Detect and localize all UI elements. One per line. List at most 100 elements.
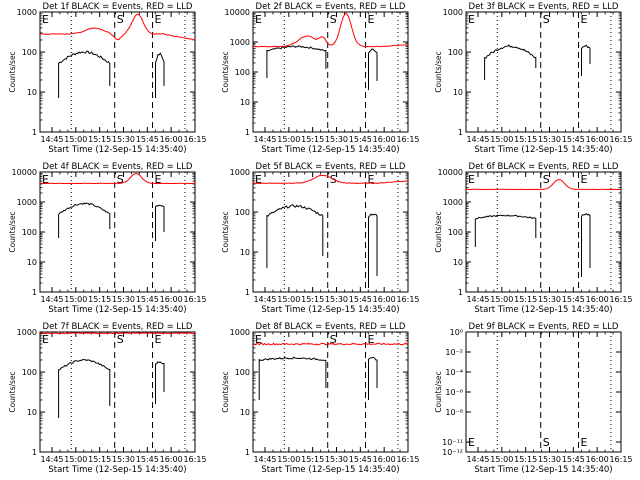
events-series-line bbox=[266, 45, 327, 78]
y-tick-label: 10 bbox=[240, 408, 250, 417]
x-tick-label: 15:45 bbox=[349, 135, 372, 144]
y-tick-label: 10 bbox=[27, 408, 37, 417]
y-axis-label: Counts/sec bbox=[434, 51, 443, 92]
x-tick-label: 14:45 bbox=[253, 295, 276, 304]
event-marker-label: S bbox=[543, 173, 550, 186]
x-axis-label: Start Time (12-Sep-15 14:35:40) bbox=[48, 145, 186, 155]
x-tick-label: 15:15 bbox=[301, 135, 324, 144]
lld-series-line bbox=[39, 173, 196, 185]
x-tick-label: 14:45 bbox=[466, 455, 489, 464]
event-marker-label: S bbox=[117, 13, 124, 26]
x-axis-label: Start Time (12-Sep-15 14:35:40) bbox=[48, 305, 186, 315]
x-tick-label: 16:15 bbox=[396, 135, 419, 144]
event-marker-label: E bbox=[255, 333, 262, 346]
events-series-line bbox=[258, 356, 327, 400]
lld-series-line bbox=[39, 13, 196, 41]
panel-det-8: Det 8f BLACK = Events, RED = LLD 1 10 100 10… bbox=[221, 322, 420, 475]
plot-frame bbox=[252, 171, 409, 293]
event-marker-label: E bbox=[581, 13, 588, 26]
panel-title: Det 1f BLACK = Events, RED = LLD bbox=[43, 2, 193, 12]
x-tick-label: 15:00 bbox=[490, 455, 513, 464]
x-tick-label: 16:15 bbox=[396, 295, 419, 304]
events-series-line bbox=[155, 361, 165, 404]
x-axis-label: Start Time (12-Sep-15 14:35:40) bbox=[261, 305, 399, 315]
events-series-line bbox=[155, 204, 165, 241]
y-tick-label: 10000 bbox=[225, 8, 250, 17]
events-series-line bbox=[368, 213, 378, 288]
plot-frame bbox=[252, 331, 409, 453]
x-tick-label: 15:15 bbox=[301, 295, 324, 304]
plot-frame bbox=[465, 171, 622, 293]
x-tick-label: 15:15 bbox=[88, 295, 111, 304]
x-tick-label: 14:45 bbox=[466, 295, 489, 304]
y-tick-label: 1000 bbox=[17, 198, 37, 207]
x-tick-label: 15:30 bbox=[538, 135, 561, 144]
y-tick-label: 10 bbox=[453, 258, 463, 267]
y-axis-label: Counts/sec bbox=[221, 51, 230, 92]
x-tick-label: 16:00 bbox=[373, 455, 396, 464]
panel-title: Det 6f BLACK = Events, RED = LLD bbox=[469, 162, 619, 172]
y-axis-label: Counts/sec bbox=[434, 371, 443, 412]
event-marker-label: E bbox=[255, 173, 262, 186]
y-tick-label: 1000 bbox=[443, 8, 463, 17]
panel-det-9: Det 9f BLACK = Events, RED = LLD10⁻¹²10⁻… bbox=[434, 322, 633, 475]
panel-title: Det 9f BLACK = Events, RED = LLD bbox=[469, 322, 619, 332]
x-tick-label: 16:15 bbox=[609, 295, 632, 304]
plot-frame bbox=[252, 11, 409, 133]
x-tick-label: 16:00 bbox=[586, 295, 609, 304]
y-tick-label: 10⁰ bbox=[450, 328, 463, 337]
y-tick-label: 1000 bbox=[230, 168, 250, 177]
x-tick-label: 16:00 bbox=[160, 455, 183, 464]
event-marker-label: S bbox=[543, 436, 550, 449]
x-tick-label: 15:45 bbox=[562, 135, 585, 144]
events-series-line bbox=[368, 48, 378, 90]
y-tick-label: 1 bbox=[245, 288, 250, 297]
panel-det-4: Det 4f BLACK = Events, RED = LLD 1 10 100 10… bbox=[8, 162, 207, 315]
event-marker-label: E bbox=[42, 333, 49, 346]
panel-title: Det 2f BLACK = Events, RED = LLD bbox=[256, 2, 406, 12]
y-tick-label: 100 bbox=[235, 208, 250, 217]
x-tick-label: 15:30 bbox=[325, 135, 348, 144]
event-marker-label: E bbox=[368, 13, 375, 26]
event-marker-label: E bbox=[255, 13, 262, 26]
x-tick-label: 14:45 bbox=[253, 135, 276, 144]
y-tick-label: 100 bbox=[448, 228, 463, 237]
y-tick-label: 10⁻¹¹ bbox=[442, 438, 463, 447]
x-tick-label: 14:45 bbox=[466, 135, 489, 144]
y-tick-label: 1 bbox=[32, 128, 37, 137]
x-tick-label: 15:30 bbox=[112, 135, 135, 144]
y-tick-label: 10 bbox=[27, 258, 37, 267]
x-tick-label: 15:45 bbox=[349, 295, 372, 304]
x-tick-label: 16:00 bbox=[586, 455, 609, 464]
plot-frame bbox=[39, 171, 196, 293]
x-tick-label: 15:00 bbox=[490, 135, 513, 144]
plot-frame bbox=[465, 11, 622, 133]
x-tick-label: 14:45 bbox=[40, 455, 63, 464]
event-marker-label: S bbox=[330, 13, 337, 26]
lld-series-line bbox=[466, 179, 621, 191]
event-marker-label: E bbox=[581, 436, 588, 449]
x-tick-label: 16:15 bbox=[183, 295, 206, 304]
event-marker-label: S bbox=[543, 13, 550, 26]
x-axis-label: Start Time (12-Sep-15 14:35:40) bbox=[48, 465, 186, 475]
y-tick-label: 100 bbox=[22, 228, 37, 237]
x-tick-label: 15:15 bbox=[88, 455, 111, 464]
y-tick-label: 1000 bbox=[443, 198, 463, 207]
y-tick-label: 10⁻² bbox=[445, 348, 463, 357]
x-tick-label: 15:00 bbox=[64, 455, 87, 464]
y-axis-label: Counts/sec bbox=[221, 211, 230, 252]
x-tick-label: 15:30 bbox=[325, 455, 348, 464]
x-tick-label: 14:45 bbox=[40, 135, 63, 144]
y-tick-label: 1 bbox=[245, 128, 250, 137]
y-tick-label: 100 bbox=[235, 68, 250, 77]
x-tick-label: 15:15 bbox=[514, 295, 537, 304]
y-tick-label: 100 bbox=[235, 368, 250, 377]
y-tick-label: 10⁻⁸ bbox=[445, 408, 463, 417]
event-marker-label: S bbox=[330, 333, 337, 346]
plot-frame bbox=[39, 331, 196, 453]
y-axis-label: Counts/sec bbox=[434, 211, 443, 252]
plot-frame bbox=[465, 331, 622, 453]
x-axis-label: Start Time (12-Sep-15 14:35:40) bbox=[474, 465, 612, 475]
event-marker-label: E bbox=[155, 13, 162, 26]
